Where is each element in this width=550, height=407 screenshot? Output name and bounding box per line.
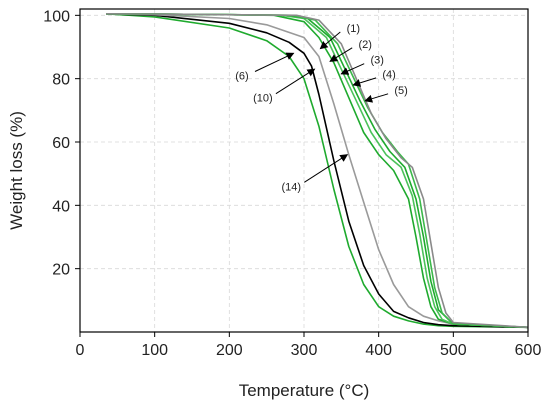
x-axis-label: Temperature (°C) [239, 381, 370, 400]
series-line-5 [106, 13, 529, 329]
y-tick-label: 40 [52, 198, 70, 215]
y-tick-label: 60 [52, 135, 70, 152]
annotation-arrow [364, 93, 389, 103]
annotation-arrow [319, 31, 341, 50]
annotation-label: (4) [382, 69, 395, 81]
annotation-label: (6) [235, 71, 248, 83]
x-tick-label: 100 [141, 342, 168, 359]
annotation-label: (1) [347, 23, 360, 35]
x-tick-label: 200 [216, 342, 243, 359]
ticks: 0 100 200 300 400 500 600 20 40 60 80 100 [43, 8, 541, 359]
annotation-label: (10) [253, 93, 273, 105]
annotation-arrow [254, 52, 295, 72]
annotations: (1) (2) (3) (4) (5) (6) (10) (14) [235, 23, 408, 193]
series-line-4 [106, 13, 529, 329]
annotation-label: (3) [370, 55, 383, 67]
series-line-3 [106, 13, 529, 329]
x-tick-label: 600 [515, 342, 542, 359]
y-axis-label: Weight loss (%) [7, 111, 26, 230]
annotation-label: (5) [394, 85, 407, 97]
y-tick-label: 80 [52, 72, 70, 89]
annotation-arrow [340, 63, 365, 75]
grid [80, 9, 528, 332]
y-tick-label: 100 [43, 8, 70, 25]
series-line-7 [106, 13, 529, 329]
x-tick-label: 500 [440, 342, 467, 359]
series-line-8 [106, 13, 529, 329]
series-lines [106, 13, 529, 329]
x-tick-label: 0 [76, 342, 85, 359]
series-line-2 [106, 13, 529, 329]
annotation-arrow [352, 77, 377, 87]
annotation-label: (2) [358, 39, 371, 51]
series-line-1 [106, 13, 529, 329]
x-tick-label: 400 [365, 342, 392, 359]
x-tick-label: 300 [291, 342, 318, 359]
annotation-arrow [329, 47, 353, 62]
annotation-arrow [304, 154, 349, 183]
y-tick-label: 20 [52, 262, 70, 279]
annotation-arrow [275, 68, 316, 95]
annotation-label: (14) [282, 181, 302, 193]
series-line-6 [106, 13, 529, 329]
